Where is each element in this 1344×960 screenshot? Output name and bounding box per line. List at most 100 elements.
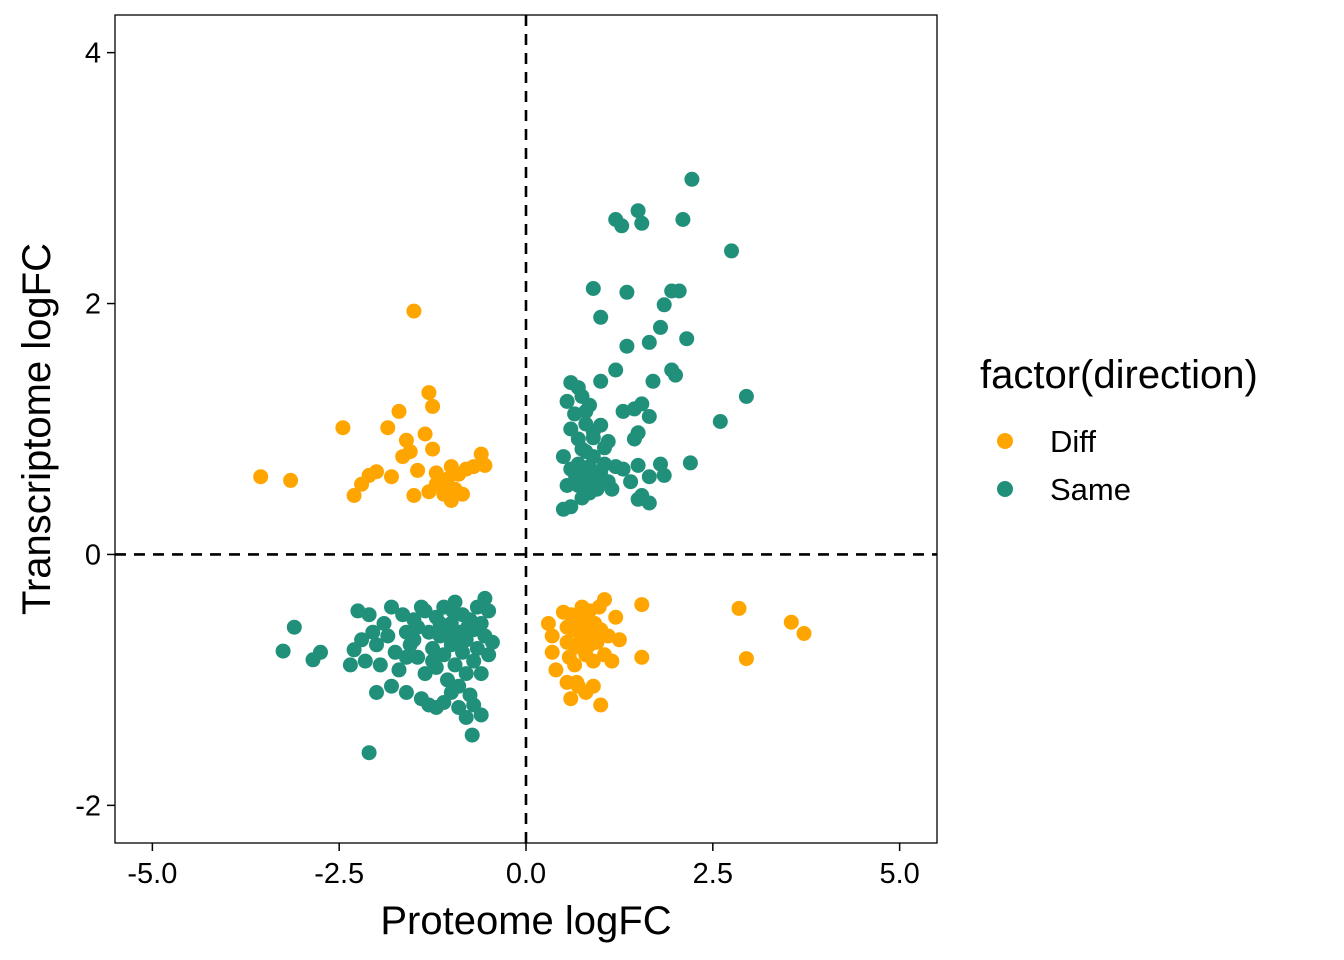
point-same-37 — [593, 417, 609, 433]
point-same-142 — [443, 685, 459, 700]
point-same-144 — [458, 710, 474, 725]
point-diff-66 — [597, 592, 612, 608]
y-tick-label-3: 4 — [85, 38, 101, 70]
point-same-56 — [623, 474, 639, 490]
point-same-90 — [369, 637, 384, 653]
x-tick-label-2: 0.0 — [506, 858, 546, 890]
point-same-124 — [466, 653, 482, 669]
point-diff-19 — [425, 441, 441, 457]
point-same-129 — [473, 666, 489, 682]
point-diff-15 — [410, 462, 426, 478]
point-diff-69 — [563, 691, 579, 707]
point-diff-2 — [283, 472, 299, 488]
point-same-41 — [555, 449, 571, 465]
point-same-155 — [452, 634, 468, 650]
point-diff-82 — [783, 614, 799, 630]
y-tick-label-2: 2 — [85, 289, 101, 321]
y-axis-title: Transcriptome logFC — [15, 243, 59, 615]
point-diff-47 — [567, 657, 583, 673]
point-same-83 — [313, 644, 328, 660]
point-diff-73 — [593, 697, 609, 713]
point-same-88 — [361, 607, 377, 623]
point-same-93 — [380, 628, 396, 644]
point-same-86 — [354, 632, 370, 648]
point-diff-83 — [796, 626, 812, 641]
point-same-115 — [447, 657, 463, 673]
point-same-72 — [567, 465, 583, 481]
point-same-137 — [398, 685, 414, 700]
point-same-29 — [615, 403, 631, 419]
point-diff-0 — [406, 303, 422, 319]
legend: factor(direction) Diff Same — [980, 353, 1258, 507]
point-diff-8 — [380, 420, 396, 436]
point-same-60 — [653, 456, 668, 472]
point-diff-78 — [634, 597, 650, 613]
point-same-73 — [578, 444, 594, 460]
point-diff-1 — [253, 469, 269, 485]
y-axis: -2 0 2 4 — [75, 38, 115, 822]
point-same-121 — [458, 666, 474, 682]
point-diff-61 — [585, 653, 601, 669]
point-same-149 — [406, 632, 422, 648]
point-diff-79 — [634, 649, 650, 665]
point-same-16 — [679, 331, 695, 347]
point-same-19 — [668, 367, 683, 383]
point-same-57 — [630, 457, 646, 473]
point-same-6 — [724, 243, 739, 259]
point-same-80 — [275, 643, 291, 659]
point-same-75 — [597, 440, 612, 456]
point-same-26 — [567, 406, 583, 422]
point-same-135 — [369, 685, 384, 700]
point-same-148 — [361, 745, 377, 761]
point-diff-7 — [369, 464, 384, 480]
point-diff-80 — [731, 600, 747, 616]
point-same-94 — [384, 599, 399, 615]
point-diff-18 — [425, 398, 441, 414]
point-same-91 — [372, 657, 388, 673]
point-same-79 — [578, 403, 594, 419]
point-diff-33 — [477, 457, 493, 473]
points-layer — [253, 171, 812, 761]
point-same-101 — [410, 649, 426, 665]
point-same-133 — [481, 603, 497, 619]
point-diff-31 — [466, 459, 482, 475]
point-same-5 — [675, 212, 691, 227]
point-diff-29 — [455, 486, 470, 502]
point-same-62 — [682, 455, 698, 471]
point-same-64 — [563, 499, 579, 515]
point-diff-3 — [335, 420, 351, 436]
point-same-74 — [585, 430, 601, 446]
point-diff-37 — [544, 628, 560, 644]
point-same-128 — [473, 616, 489, 631]
point-diff-25 — [443, 493, 459, 508]
x-axis-title: Proteome logFC — [380, 899, 671, 943]
point-diff-10 — [391, 403, 407, 419]
point-diff-17 — [421, 385, 437, 401]
point-diff-36 — [540, 616, 556, 631]
point-same-95 — [387, 644, 403, 660]
point-same-132 — [481, 647, 497, 663]
point-same-151 — [425, 653, 441, 669]
point-same-96 — [391, 662, 407, 678]
point-same-24 — [738, 388, 754, 404]
point-same-158 — [410, 619, 426, 635]
point-same-159 — [342, 657, 358, 673]
point-diff-9 — [384, 469, 399, 485]
legend-title: factor(direction) — [980, 353, 1258, 397]
point-diff-4 — [346, 488, 362, 503]
y-tick-label-1: 0 — [85, 539, 101, 571]
point-same-131 — [477, 590, 493, 606]
point-same-40 — [712, 414, 728, 429]
x-tick-label-3: 2.5 — [693, 858, 733, 890]
point-same-103 — [417, 666, 433, 682]
point-same-3 — [630, 203, 646, 219]
point-same-77 — [582, 476, 597, 492]
point-same-105 — [425, 641, 441, 656]
point-same-78 — [626, 431, 642, 447]
point-same-23 — [645, 373, 661, 389]
point-same-22 — [593, 373, 609, 389]
point-same-81 — [286, 619, 302, 635]
point-diff-16 — [417, 426, 433, 442]
legend-key-diff — [997, 433, 1013, 449]
point-same-53 — [604, 481, 620, 497]
